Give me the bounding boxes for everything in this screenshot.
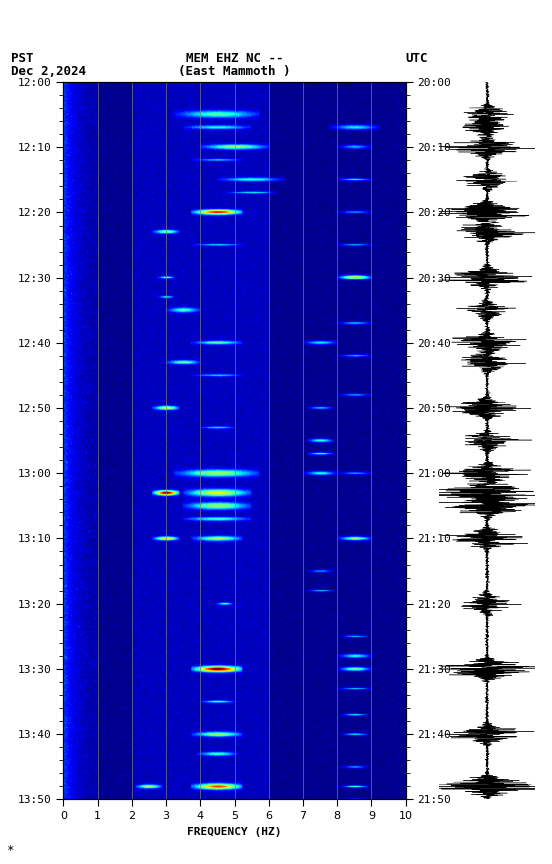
Text: MEM EHZ NC --: MEM EHZ NC -- (186, 52, 283, 65)
X-axis label: FREQUENCY (HZ): FREQUENCY (HZ) (187, 827, 282, 836)
Text: UTC: UTC (406, 52, 428, 65)
Text: (East Mammoth ): (East Mammoth ) (178, 65, 291, 78)
Text: PST: PST (11, 52, 34, 65)
Text: *: * (6, 843, 13, 856)
Text: Dec 2,2024: Dec 2,2024 (11, 65, 86, 78)
